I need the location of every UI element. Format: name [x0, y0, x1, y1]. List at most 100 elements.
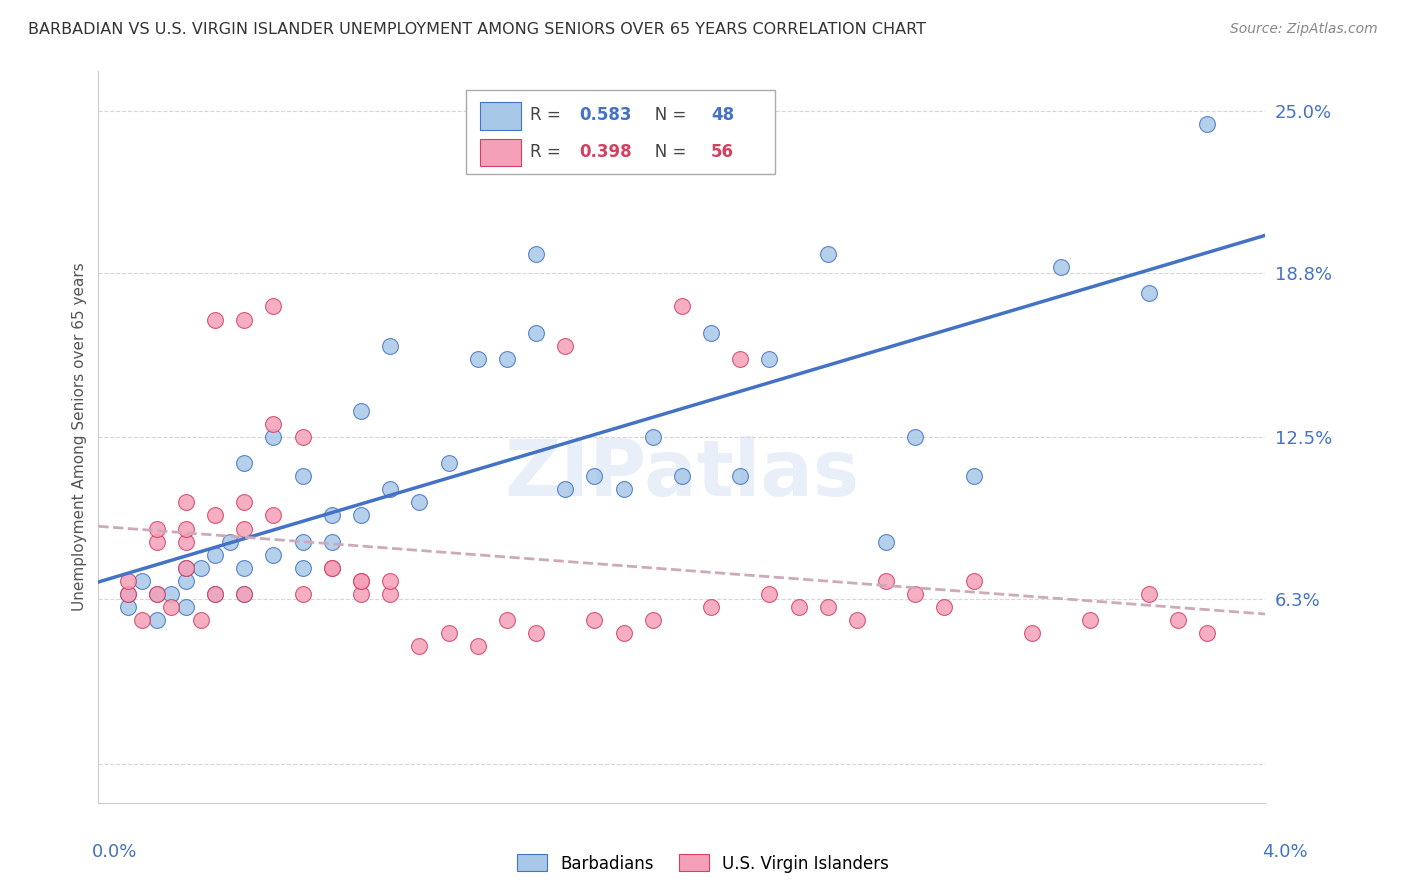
Legend: Barbadians, U.S. Virgin Islanders: Barbadians, U.S. Virgin Islanders — [510, 847, 896, 880]
Point — [437, 626, 460, 640]
Point — [204, 312, 226, 326]
Point — [467, 639, 489, 653]
Point — [350, 404, 373, 418]
Point — [174, 521, 197, 535]
Point — [380, 574, 402, 588]
Point — [233, 587, 256, 601]
Point — [146, 521, 169, 535]
Point — [817, 599, 839, 614]
Point — [583, 613, 606, 627]
Point — [146, 613, 169, 627]
Point — [233, 495, 256, 509]
Point — [174, 574, 197, 588]
Point — [262, 508, 284, 523]
Point — [583, 469, 606, 483]
Point — [321, 560, 343, 574]
Text: 48: 48 — [711, 106, 734, 124]
Point — [934, 599, 956, 614]
Point — [437, 456, 460, 470]
Point — [962, 469, 984, 483]
Text: N =: N = — [638, 106, 692, 124]
FancyBboxPatch shape — [465, 90, 775, 174]
Point — [758, 351, 780, 366]
Point — [962, 574, 984, 588]
Point — [524, 247, 547, 261]
Point — [160, 587, 183, 601]
Point — [291, 534, 314, 549]
Text: ZIPatlas: ZIPatlas — [505, 435, 859, 512]
Point — [321, 560, 343, 574]
Point — [875, 534, 897, 549]
Text: 0.583: 0.583 — [579, 106, 631, 124]
Point — [904, 430, 927, 444]
Point — [291, 469, 314, 483]
Point — [408, 639, 430, 653]
Text: 56: 56 — [711, 143, 734, 161]
Point — [496, 351, 519, 366]
Text: R =: R = — [530, 143, 567, 161]
Point — [262, 417, 284, 431]
Point — [408, 495, 430, 509]
Point — [117, 587, 139, 601]
Point — [204, 587, 226, 601]
Bar — [479, 102, 520, 130]
Point — [380, 339, 402, 353]
Point — [730, 351, 752, 366]
Text: 4.0%: 4.0% — [1263, 843, 1308, 861]
Point — [190, 613, 212, 627]
Point — [671, 469, 693, 483]
Point — [1021, 626, 1043, 640]
Point — [291, 560, 314, 574]
Point — [730, 469, 752, 483]
Y-axis label: Unemployment Among Seniors over 65 years: Unemployment Among Seniors over 65 years — [72, 263, 87, 611]
Point — [350, 508, 373, 523]
Point — [467, 351, 489, 366]
Point — [554, 339, 576, 353]
Point — [204, 508, 226, 523]
Point — [160, 599, 183, 614]
Text: 0.398: 0.398 — [579, 143, 631, 161]
Point — [1050, 260, 1073, 275]
Point — [1197, 626, 1219, 640]
Text: 0.0%: 0.0% — [91, 843, 136, 861]
Point — [146, 587, 169, 601]
Point — [1080, 613, 1102, 627]
Point — [1197, 117, 1219, 131]
Point — [291, 430, 314, 444]
Point — [524, 326, 547, 340]
Point — [350, 574, 373, 588]
Point — [554, 483, 576, 497]
Point — [612, 483, 634, 497]
Point — [174, 495, 197, 509]
Point — [291, 587, 314, 601]
Point — [350, 574, 373, 588]
Text: Source: ZipAtlas.com: Source: ZipAtlas.com — [1230, 22, 1378, 37]
Point — [174, 534, 197, 549]
Point — [1137, 587, 1160, 601]
Point — [380, 587, 402, 601]
Point — [262, 430, 284, 444]
Text: N =: N = — [638, 143, 692, 161]
Point — [817, 247, 839, 261]
Point — [146, 587, 169, 601]
Point — [131, 574, 153, 588]
Point — [204, 548, 226, 562]
Point — [496, 613, 519, 627]
Point — [174, 560, 197, 574]
Point — [117, 587, 139, 601]
Point — [875, 574, 897, 588]
Point — [262, 548, 284, 562]
Point — [233, 587, 256, 601]
Point — [641, 430, 664, 444]
Point — [233, 560, 256, 574]
Point — [700, 599, 723, 614]
Point — [204, 587, 226, 601]
Point — [131, 613, 153, 627]
Point — [174, 599, 197, 614]
Point — [190, 560, 212, 574]
Point — [321, 508, 343, 523]
Point — [117, 574, 139, 588]
Point — [233, 456, 256, 470]
Point — [641, 613, 664, 627]
Point — [233, 312, 256, 326]
